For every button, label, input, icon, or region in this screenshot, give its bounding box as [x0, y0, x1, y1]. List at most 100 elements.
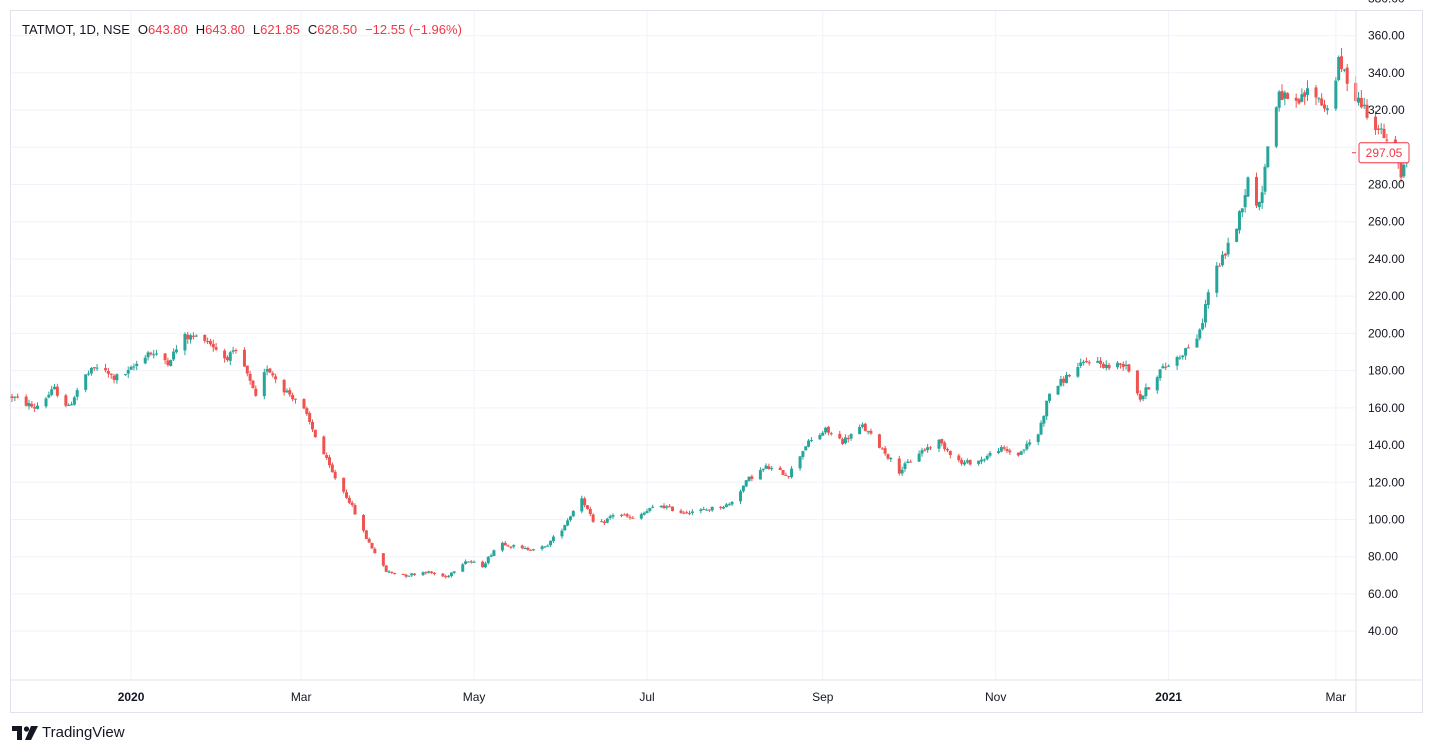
candle [928, 446, 932, 451]
candle [367, 537, 371, 543]
candle [342, 477, 346, 494]
candle [1306, 80, 1310, 101]
candle [506, 544, 510, 548]
candle [1138, 390, 1142, 402]
candle [747, 476, 751, 482]
candle [988, 450, 992, 458]
candle [699, 508, 703, 514]
candle [741, 485, 745, 493]
candle [1379, 123, 1383, 135]
candle [132, 363, 136, 371]
candle [529, 549, 533, 551]
candle [10, 393, 14, 403]
candle [1067, 373, 1071, 378]
candle [1039, 420, 1043, 436]
candle [430, 571, 434, 574]
candle [665, 504, 669, 510]
candle [1320, 93, 1324, 107]
candle [764, 463, 768, 470]
candle [89, 367, 93, 376]
candle [702, 506, 706, 511]
candle [682, 510, 686, 515]
candle [1104, 360, 1108, 371]
candle [750, 474, 754, 482]
symbol-label[interactable]: TATMOT, 1D, NSE [22, 22, 130, 37]
candle [798, 456, 802, 471]
candle [1016, 452, 1020, 457]
candle [585, 505, 589, 510]
candle [1065, 371, 1069, 384]
candle [546, 544, 550, 547]
candle [1203, 299, 1207, 328]
candle [997, 448, 1001, 455]
candle [1235, 228, 1239, 243]
candle [784, 472, 788, 476]
candle [611, 513, 615, 520]
candle [404, 573, 408, 579]
candle [1036, 433, 1040, 446]
close-value: 628.50 [317, 22, 358, 37]
candle [75, 387, 79, 401]
candle [818, 433, 822, 441]
candle [962, 460, 966, 466]
candle [1215, 262, 1219, 298]
candle [651, 504, 655, 509]
candle [977, 460, 981, 466]
brand-name: TradingView [42, 724, 125, 741]
candle [1019, 450, 1023, 455]
candle [801, 450, 805, 460]
candle [1184, 347, 1188, 360]
candle [1121, 361, 1125, 371]
candle [387, 570, 391, 574]
candle [889, 457, 893, 462]
candle [943, 440, 947, 452]
candle [223, 348, 227, 363]
candle [285, 388, 289, 393]
candle [897, 455, 901, 476]
candle [591, 513, 595, 523]
candle [739, 489, 743, 505]
candle [1325, 105, 1329, 115]
candle [926, 443, 930, 453]
candle [1164, 362, 1168, 371]
y-tick-label: 80.00 [1368, 550, 1398, 564]
candle [1127, 363, 1131, 373]
open-label: O [137, 22, 148, 37]
candle [183, 332, 187, 356]
candle [327, 454, 331, 468]
candle [106, 368, 110, 378]
candle [413, 572, 417, 577]
candle [214, 342, 218, 351]
candle [104, 363, 108, 373]
candle [1201, 318, 1205, 331]
candle [549, 540, 553, 548]
candle [163, 352, 167, 365]
candle [1101, 362, 1105, 369]
candle [1002, 445, 1006, 451]
candle [407, 575, 411, 577]
candle [1246, 176, 1250, 197]
candle [688, 510, 692, 516]
candle [483, 561, 487, 569]
ohlc-legend: TATMOT, 1D, NSE O643.80 H643.80 L621.85 C628… [22, 22, 462, 37]
candle [1243, 189, 1247, 213]
x-tick-label: 2021 [1155, 690, 1182, 704]
candle [172, 348, 176, 362]
candle [242, 347, 246, 367]
candle [605, 517, 609, 524]
y-tick-label: 360.00 [1368, 29, 1405, 43]
candle [622, 513, 626, 516]
candle [679, 508, 683, 514]
candle [36, 402, 40, 410]
candle [719, 505, 723, 510]
candle [730, 501, 734, 507]
candle [1087, 360, 1091, 366]
open-value: 643.80 [147, 22, 188, 37]
candle [143, 355, 147, 365]
candle [1025, 440, 1029, 451]
candle [1374, 111, 1378, 135]
candle [625, 513, 629, 518]
candle [1283, 90, 1287, 106]
tradingview-brand[interactable]: TradingView [12, 724, 125, 741]
